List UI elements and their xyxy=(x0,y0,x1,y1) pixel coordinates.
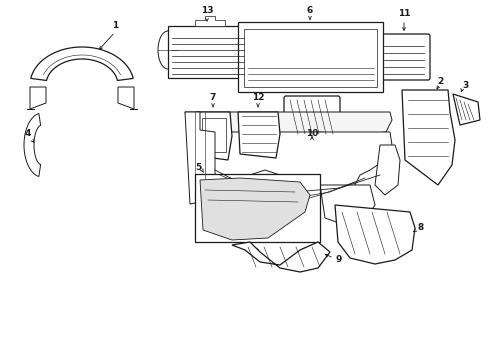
Text: 12: 12 xyxy=(251,93,264,102)
Bar xyxy=(202,118,225,152)
Circle shape xyxy=(369,220,379,230)
Polygon shape xyxy=(254,195,299,232)
Polygon shape xyxy=(31,47,133,81)
FancyBboxPatch shape xyxy=(284,96,339,140)
Polygon shape xyxy=(334,205,414,264)
Bar xyxy=(168,26,247,78)
Polygon shape xyxy=(238,112,280,158)
Text: 5: 5 xyxy=(194,163,201,172)
Text: 11: 11 xyxy=(397,9,409,18)
Polygon shape xyxy=(452,94,479,125)
Text: 4: 4 xyxy=(25,129,31,138)
Polygon shape xyxy=(30,87,46,109)
Polygon shape xyxy=(118,87,134,109)
Circle shape xyxy=(428,165,434,171)
Bar xyxy=(238,22,382,92)
Text: 6: 6 xyxy=(306,6,312,15)
Polygon shape xyxy=(195,16,224,26)
Text: 3: 3 xyxy=(461,81,468,90)
Text: 10: 10 xyxy=(305,129,318,138)
Circle shape xyxy=(301,248,308,256)
Polygon shape xyxy=(200,178,309,240)
Text: 13: 13 xyxy=(201,6,213,15)
Text: 7: 7 xyxy=(209,93,216,102)
Polygon shape xyxy=(231,242,329,272)
Polygon shape xyxy=(184,112,215,204)
Circle shape xyxy=(240,223,249,233)
Polygon shape xyxy=(184,112,391,135)
Polygon shape xyxy=(235,175,289,225)
Text: 1: 1 xyxy=(112,21,118,30)
Polygon shape xyxy=(374,145,399,195)
Ellipse shape xyxy=(158,31,178,69)
Circle shape xyxy=(428,155,434,161)
Circle shape xyxy=(428,145,434,151)
Polygon shape xyxy=(200,132,391,192)
Circle shape xyxy=(250,248,259,256)
Polygon shape xyxy=(401,90,454,185)
Text: 9: 9 xyxy=(335,256,342,265)
FancyBboxPatch shape xyxy=(377,34,429,80)
Polygon shape xyxy=(196,112,231,160)
Polygon shape xyxy=(24,113,41,176)
Text: 2: 2 xyxy=(436,77,442,86)
Bar xyxy=(195,174,319,242)
Bar xyxy=(244,29,376,87)
Text: 8: 8 xyxy=(417,224,424,233)
Polygon shape xyxy=(319,185,374,225)
